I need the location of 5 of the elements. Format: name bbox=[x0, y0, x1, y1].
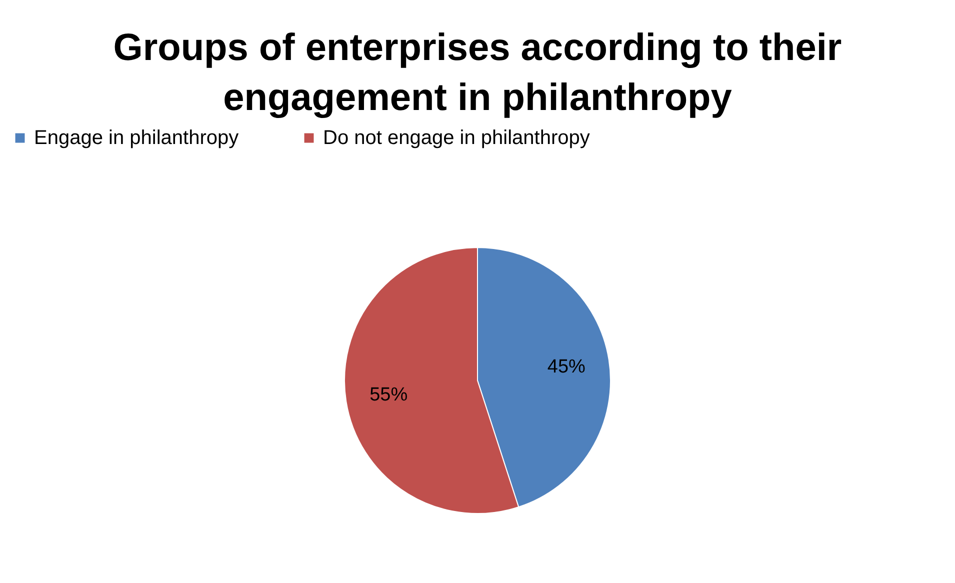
chart-title: Groups of enterprises according to their engagement in philanthropy bbox=[113, 27, 842, 119]
legend-label: Do not engage in philanthropy bbox=[323, 127, 590, 149]
data-label: 45% bbox=[547, 356, 586, 378]
data-label: 55% bbox=[370, 384, 408, 406]
legend-label: Engage in philanthropy bbox=[34, 127, 239, 149]
